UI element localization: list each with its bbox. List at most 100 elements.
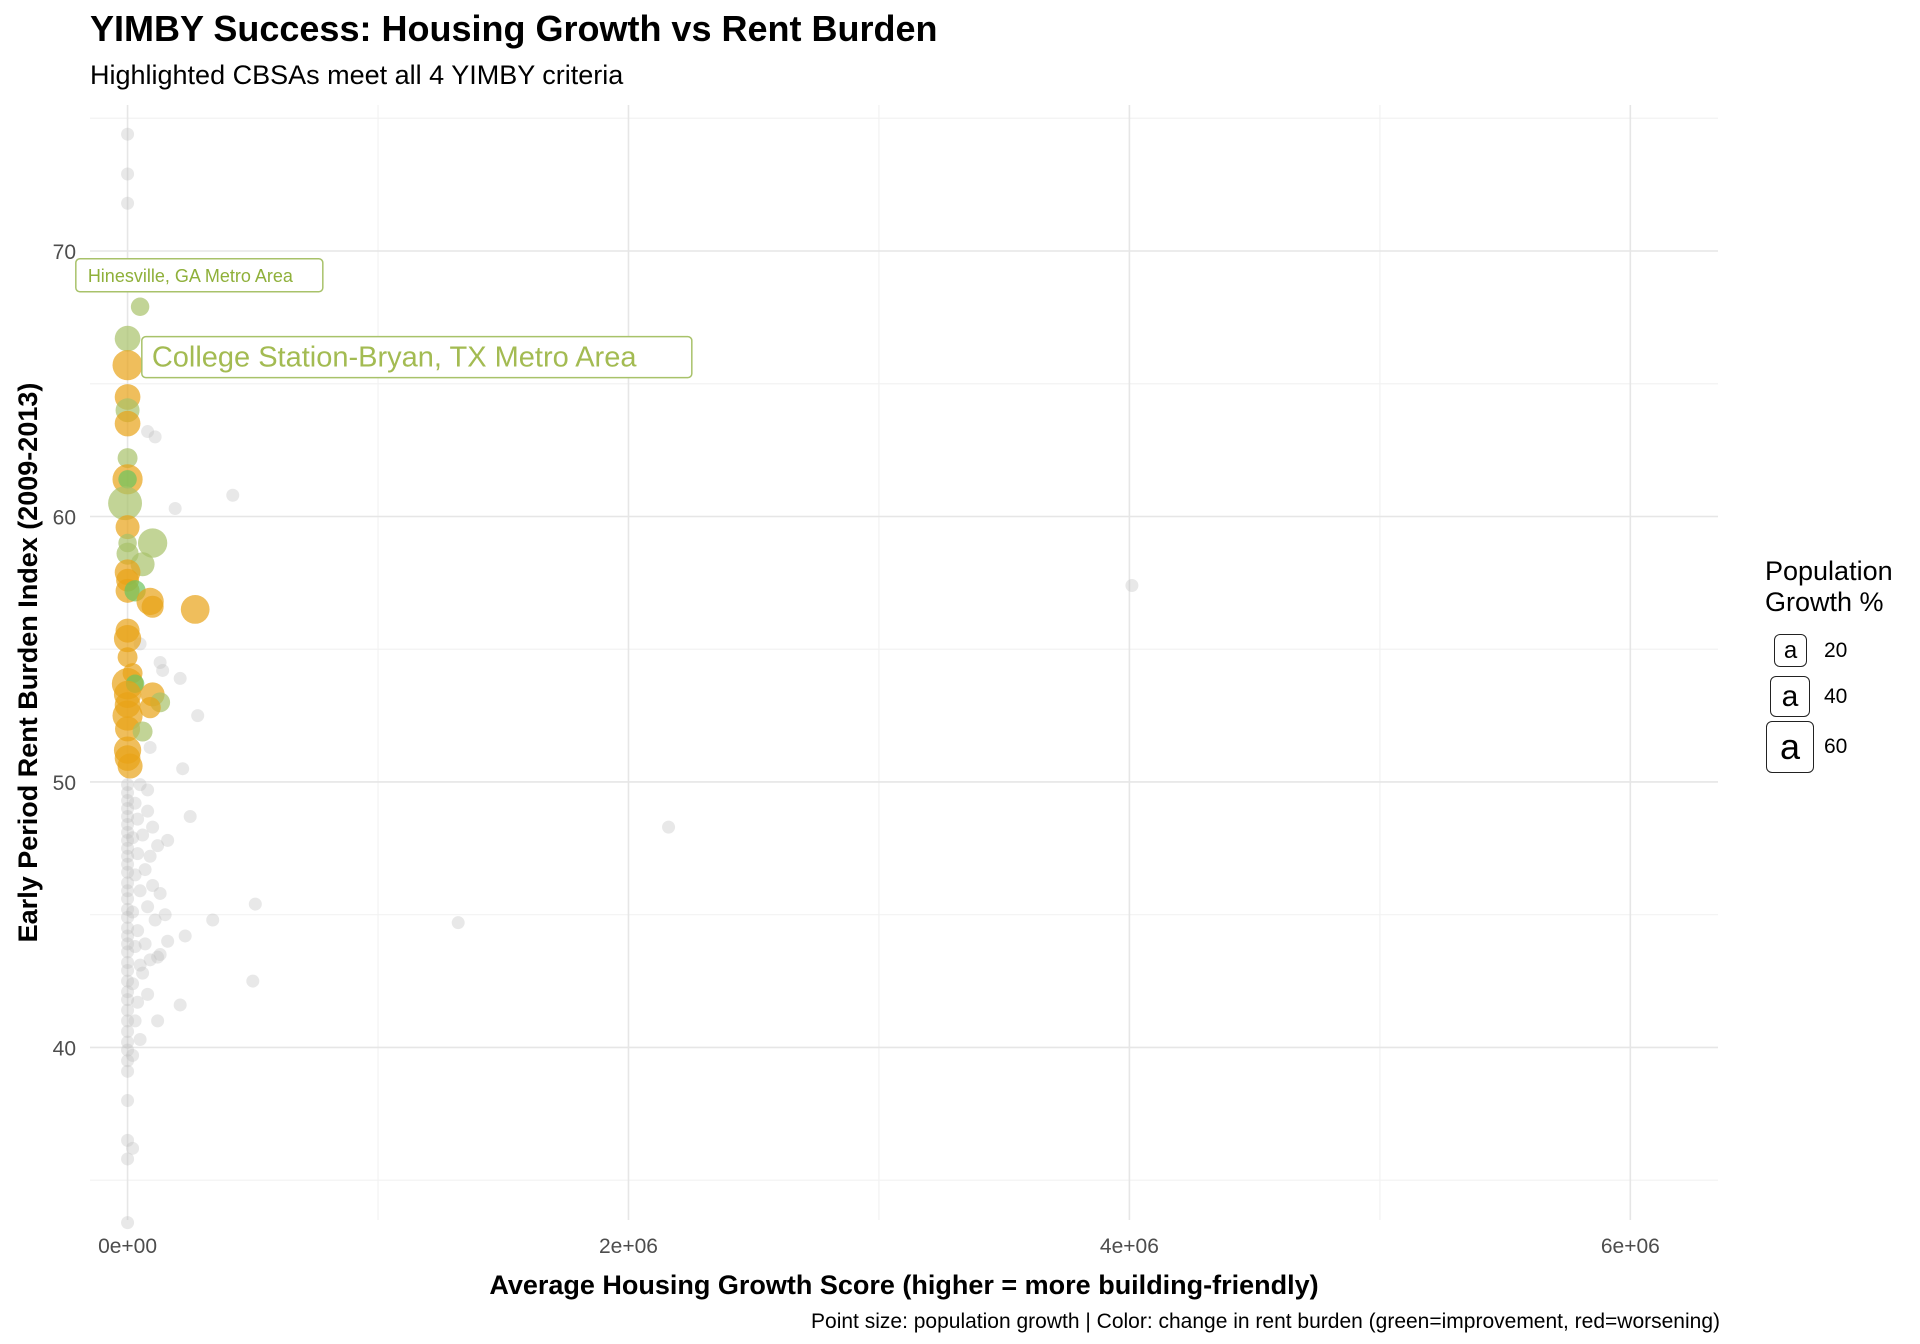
- legend-key-large: a: [1766, 721, 1814, 773]
- scatter-point: [126, 905, 140, 919]
- scatter-point: [138, 937, 152, 951]
- scatter-point: [131, 995, 145, 1009]
- highlighted-point: [115, 515, 140, 540]
- scatter-point: [121, 127, 135, 141]
- highlighted-point: [118, 470, 137, 489]
- scatter-point: [121, 833, 135, 847]
- x-tick-label: 6e+06: [1601, 1235, 1660, 1258]
- legend-item-40: a 40: [1765, 676, 1847, 717]
- chart-title: YIMBY Success: Housing Growth vs Rent Bu…: [90, 8, 938, 49]
- scatter-point: [121, 825, 135, 839]
- legend-item-20: a 20: [1765, 634, 1847, 667]
- legend-label: 40: [1824, 684, 1848, 708]
- highlighted-point: [108, 486, 143, 521]
- annotation-box: [75, 258, 324, 293]
- scatter-point: [121, 1054, 135, 1068]
- scatter-point: [451, 916, 465, 930]
- scatter-point: [133, 778, 147, 792]
- x-tick-label: 0e+00: [98, 1235, 157, 1258]
- scatter-point: [126, 1048, 140, 1062]
- scatter-point: [121, 1014, 135, 1028]
- scatter-point: [121, 1133, 135, 1147]
- scatter-point: [246, 974, 260, 988]
- annotation-box: [141, 335, 693, 379]
- chart-caption: Point size: population growth | Color: c…: [811, 1310, 1720, 1333]
- scatter-point: [121, 1035, 135, 1049]
- highlighted-point: [117, 753, 143, 779]
- scatter-point: [121, 817, 135, 831]
- scatter-point: [662, 820, 676, 834]
- scatter-point: [131, 924, 145, 938]
- scatter-point: [121, 809, 135, 823]
- scatter-point: [121, 167, 135, 181]
- scatter-point: [121, 974, 135, 988]
- y-axis-label: Early Period Rent Burden Index (2009-201…: [13, 383, 43, 943]
- scatter-point: [121, 892, 135, 906]
- scatter-point: [121, 929, 135, 943]
- highlighted-point: [132, 721, 153, 742]
- scatter-point: [131, 847, 145, 861]
- scatter-point: [133, 958, 147, 972]
- scatter-point: [121, 778, 135, 792]
- scatter-point: [126, 977, 140, 991]
- highlighted-point: [180, 595, 210, 624]
- scatter-point: [121, 963, 135, 977]
- highlighted-point: [113, 624, 142, 653]
- scatter-point: [121, 1216, 135, 1230]
- scatter-point: [121, 841, 135, 855]
- x-axis-label: Average Housing Growth Score (higher = m…: [489, 1270, 1318, 1300]
- scatter-point: [133, 884, 147, 898]
- highlighted-point: [117, 647, 138, 668]
- scatter-point: [126, 1141, 140, 1155]
- x-tick-label: 4e+06: [1100, 1235, 1159, 1258]
- scatter-point: [121, 802, 135, 816]
- scatter-point: [143, 740, 157, 754]
- scatter-point: [141, 900, 155, 914]
- scatter-point: [178, 929, 192, 943]
- scatter-point: [161, 833, 175, 847]
- scatter-point: [121, 921, 135, 935]
- legend-item-60: a 60: [1765, 721, 1847, 773]
- scatter-point: [121, 849, 135, 863]
- scatter-point: [131, 812, 145, 826]
- scatter-point: [121, 196, 135, 210]
- scatter-point: [148, 430, 162, 444]
- y-tick-label: 50: [53, 772, 76, 795]
- scatter-point: [176, 762, 190, 776]
- scatter-point: [121, 884, 135, 898]
- scatter-point: [143, 953, 157, 967]
- scatter-point: [146, 879, 160, 892]
- scatter-point: [158, 908, 172, 922]
- scatter-point: [151, 839, 165, 853]
- scatter-point: [121, 1064, 135, 1078]
- scatter-point: [121, 902, 135, 916]
- highlighted-point: [114, 410, 141, 437]
- highlighted-point: [114, 325, 141, 352]
- legend-key-medium: a: [1770, 676, 1810, 717]
- scatter-point: [136, 828, 150, 842]
- scatter-point: [121, 794, 135, 808]
- size-legend: Population Growth % a 20 a 40 a 60: [1765, 556, 1893, 773]
- x-tick-label: 2e+06: [599, 1235, 658, 1258]
- scatter-point: [121, 857, 135, 871]
- y-tick-label: 60: [53, 506, 76, 529]
- scatter-point: [126, 831, 140, 845]
- highlighted-point: [117, 448, 138, 469]
- scatter-point: [128, 796, 142, 810]
- scatter-point: [121, 1043, 135, 1057]
- scatter-point: [248, 897, 262, 911]
- scatter-point: [148, 913, 162, 927]
- highlighted-point: [137, 528, 168, 558]
- highlighted-point: [130, 297, 150, 316]
- scatter-point: [141, 987, 155, 1001]
- highlighted-point: [112, 350, 143, 381]
- y-tick-label: 70: [53, 241, 76, 264]
- scatter-point: [121, 1094, 135, 1108]
- scatter-point: [121, 1003, 135, 1017]
- scatter-point: [121, 876, 135, 890]
- annotation-label: Hinesville, GA Metro Area: [88, 266, 294, 286]
- scatter-point: [121, 945, 135, 959]
- scatter-point: [151, 950, 165, 964]
- scatter-point: [141, 425, 155, 439]
